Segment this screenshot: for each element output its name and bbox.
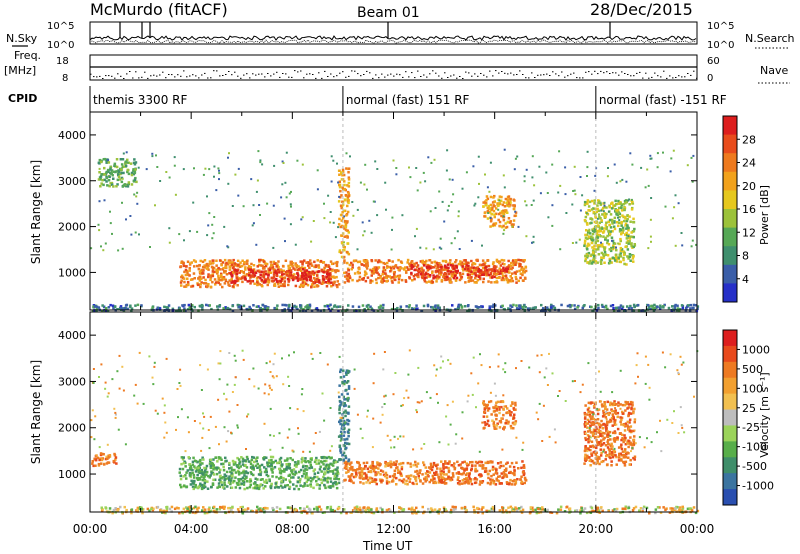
freq-tick-top: 18 [56, 56, 69, 67]
station-title: McMurdo (fitACF) [90, 0, 228, 19]
nsearch-tick-bottom: 10^0 [707, 40, 734, 51]
power-colorbar-tick: 16 [742, 203, 756, 216]
velocity-y-tick: 1000 [58, 468, 86, 481]
velocity-colorbar-swatch [723, 473, 737, 490]
cpid-label: CPID [8, 92, 37, 105]
power-colorbar-swatch [723, 246, 737, 266]
velocity-colorbar-tick: 100 [742, 382, 763, 395]
freq-tick-bottom: 8 [62, 73, 68, 84]
velocity-colorbar-tick: 25 [742, 402, 756, 415]
power-colorbar-tick: 20 [742, 180, 756, 193]
nsky-panel [89, 21, 698, 45]
power-colorbar-swatch [723, 190, 737, 210]
beam-title: Beam 01 [357, 5, 420, 21]
power-colorbar-label: Power [dB] [758, 185, 771, 245]
velocity-colorbar-swatch [723, 441, 737, 458]
power-heatmap [89, 111, 700, 313]
velocity-y-tick: 2000 [58, 422, 86, 435]
nave-label: Nave [760, 64, 788, 77]
velocity-colorbar-label: Velocity [m s⁻¹] [758, 372, 771, 457]
nsky-label: N.Sky [6, 32, 38, 45]
power-colorbar-tick: 8 [742, 250, 749, 263]
power-y-tick: 4000 [58, 129, 86, 142]
power-colorbar-tick: 24 [742, 157, 756, 170]
freq-label: Freq. [14, 49, 41, 62]
nsky-tick-top: 10^5 [47, 21, 74, 32]
freq-panel [89, 54, 698, 81]
nave-tick-top: 60 [707, 56, 720, 67]
velocity-colorbar-swatch [723, 330, 737, 347]
x-tick-3: 12:00 [376, 522, 411, 536]
freq-unit: [MHz] [4, 64, 36, 77]
x-axis-label: Time UT [362, 539, 413, 553]
power-colorbar-swatch [723, 134, 737, 154]
velocity-colorbar-swatch [723, 393, 737, 411]
power-colorbar-swatch [723, 153, 737, 173]
velocity-colorbar-tick: -1000 [742, 480, 774, 493]
velocity-colorbar-tick: -500 [742, 460, 767, 473]
power-y-tick: 1000 [58, 266, 86, 279]
power-colorbar-swatch [723, 264, 737, 284]
velocity-colorbar-swatch [723, 457, 737, 474]
x-tick-2: 08:00 [275, 522, 310, 536]
nsearch-label: N.Search [745, 32, 795, 45]
velocity-colorbar-swatch [723, 377, 737, 395]
velocity-y-tick: 3000 [58, 375, 86, 388]
x-tick-5: 20:00 [579, 522, 614, 536]
x-tick-1: 04:00 [174, 522, 209, 536]
power-y-tick: 2000 [58, 221, 86, 234]
velocity-colorbar-tick: 500 [742, 363, 763, 376]
cpid-segment-0: themis 3300 RF [93, 93, 187, 107]
power-colorbar-swatch [723, 283, 737, 303]
velocity-cells [90, 349, 700, 515]
date-title: 28/Dec/2015 [590, 0, 693, 19]
x-tick-6: 00:00 [680, 522, 715, 536]
power-colorbar-tick: 4 [742, 273, 749, 286]
velocity-colorbar-tick: -100 [742, 441, 767, 454]
velocity-y-axis-label: Slant Range [km] [29, 360, 43, 464]
power-colorbar-swatch [723, 227, 737, 247]
velocity-heatmap [89, 311, 700, 515]
power-colorbar-tick: 28 [742, 133, 756, 146]
velocity-colorbar-swatch [723, 409, 737, 426]
power-colorbar-swatch [723, 209, 737, 229]
power-colorbar-swatch [723, 116, 737, 136]
x-tick-4: 16:00 [477, 522, 512, 536]
velocity-colorbar-swatch [723, 361, 737, 379]
power-y-axis-label: Slant Range [km] [29, 160, 43, 264]
x-tick-labels: 00:00 04:00 08:00 12:00 16:00 20:00 00:00 [73, 522, 715, 536]
velocity-y-tick: 4000 [58, 329, 86, 342]
cpid-segment-1: normal (fast) 151 RF [346, 93, 470, 107]
velocity-colorbar-tick: -25 [742, 421, 760, 434]
velocity-colorbar: 1000 500 100 25 -25 -100 -500 -1000 [722, 329, 774, 506]
cpid-segment-2: normal (fast) -151 RF [599, 93, 727, 107]
nsearch-tick-top: 10^5 [707, 21, 734, 32]
power-y-tick: 3000 [58, 175, 86, 188]
power-colorbar-swatch [723, 171, 737, 191]
x-tick-0: 00:00 [73, 522, 108, 536]
power-colorbar-tick: 12 [742, 226, 756, 239]
velocity-colorbar-swatch [723, 489, 737, 506]
velocity-colorbar-swatch [723, 425, 737, 442]
cpid-row: themis 3300 RF normal (fast) 151 RF normal… [89, 86, 727, 113]
velocity-colorbar-tick: 1000 [742, 343, 770, 356]
nsky-tick-bottom: 10^0 [47, 40, 74, 51]
power-colorbar: 28 24 20 16 12 8 4 [722, 115, 756, 303]
nave-tick-bottom: 0 [707, 73, 713, 84]
y-tick-labels: 1000 2000 3000 4000 1000 2000 3000 4000 [58, 129, 86, 481]
velocity-colorbar-swatch [723, 345, 737, 363]
